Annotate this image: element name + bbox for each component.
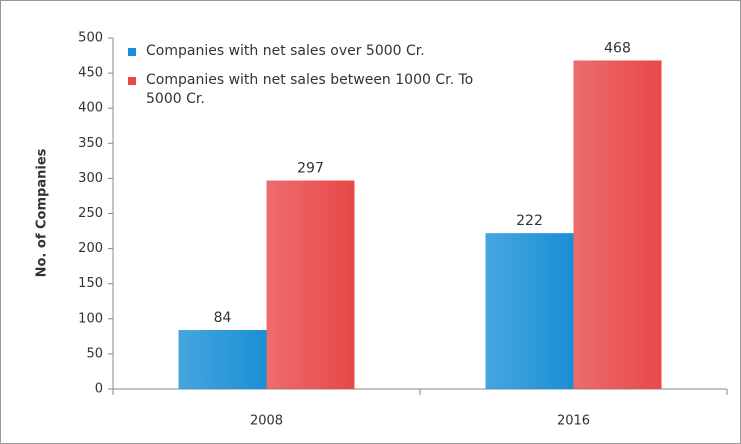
y-tick-label: 50	[86, 346, 103, 361]
bar	[485, 233, 574, 389]
y-axis-label: No. of Companies	[35, 148, 50, 277]
bar	[178, 330, 267, 389]
x-tick-label: 2016	[557, 414, 590, 429]
legend: Companies with net sales over 5000 Cr. Co…	[128, 42, 528, 119]
y-tick-label: 0	[95, 382, 103, 397]
data-label: 222	[516, 213, 543, 229]
y-tick-label: 450	[78, 66, 103, 81]
x-tick-label: 2008	[250, 414, 283, 429]
y-tick-label: 300	[78, 171, 103, 186]
legend-item: Companies with net sales over 5000 Cr.	[128, 42, 528, 61]
y-tick-label: 500	[78, 31, 103, 46]
legend-item: Companies with net sales between 1000 Cr…	[128, 71, 528, 109]
data-label: 297	[297, 161, 324, 177]
data-label: 468	[604, 40, 631, 56]
data-label: 84	[214, 310, 232, 326]
y-tick-label: 200	[78, 241, 103, 256]
y-tick-label: 350	[78, 136, 103, 151]
legend-label: Companies with net sales over 5000 Cr.	[146, 43, 425, 59]
y-tick-label: 150	[78, 276, 103, 291]
legend-swatch	[128, 48, 136, 56]
y-tick-label: 400	[78, 101, 103, 116]
y-tick-label: 250	[78, 206, 103, 221]
legend-label: Companies with net sales between 1000 Cr…	[146, 72, 474, 107]
bar	[266, 180, 355, 389]
bar	[573, 60, 662, 390]
legend-swatch	[128, 77, 136, 85]
y-tick-label: 100	[78, 311, 103, 326]
